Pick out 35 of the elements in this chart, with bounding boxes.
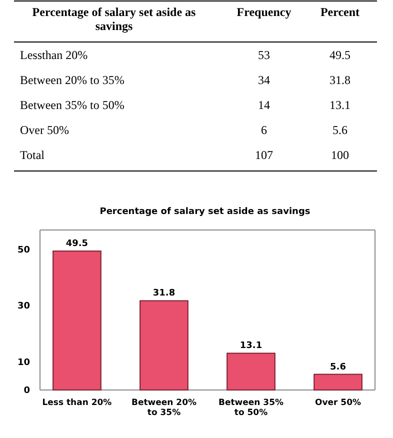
text: Lessthan 20%	[20, 48, 88, 62]
text: 107	[255, 148, 273, 162]
text: Between 20% to 35%	[20, 73, 124, 87]
text: Percentage of salary set aside as savings	[32, 5, 196, 33]
chart-title: Percentage of salary set aside as savings	[100, 207, 310, 217]
text: 6	[261, 123, 267, 137]
bar	[314, 374, 362, 390]
data-label: 13.1	[240, 341, 262, 352]
x-tick-label: Between 20% to 35%	[131, 398, 197, 418]
text: 34	[258, 73, 270, 87]
x-tick-label: Less than 20%	[42, 398, 112, 408]
y-tick-label: 30	[17, 302, 30, 312]
bar	[52, 250, 102, 390]
y-tick-label: 0	[24, 386, 30, 396]
y-tick-label: 50	[17, 246, 30, 256]
text: Over 50%	[20, 123, 69, 137]
text: Percent	[320, 5, 360, 19]
bar	[226, 352, 276, 390]
data-label: 5.6	[330, 362, 346, 372]
text: 100	[331, 148, 349, 162]
text: 14	[258, 98, 270, 112]
text: 13.1	[330, 98, 350, 112]
bar	[140, 300, 188, 390]
text: 5.6	[332, 123, 348, 137]
text: 31.8	[330, 73, 350, 87]
text: 53	[258, 48, 270, 62]
data-label: 31.8	[152, 288, 176, 299]
text: Total	[20, 148, 46, 162]
text: 49.5	[330, 48, 350, 62]
y-tick-label: 10	[17, 358, 30, 368]
data-label: 49.5	[66, 239, 88, 250]
text: Frequency	[236, 5, 292, 19]
x-tick-label: Over 50%	[315, 398, 362, 408]
x-tick-label: Between 35% to 50%	[218, 398, 284, 418]
text: Between 35% to 50%	[20, 98, 124, 112]
